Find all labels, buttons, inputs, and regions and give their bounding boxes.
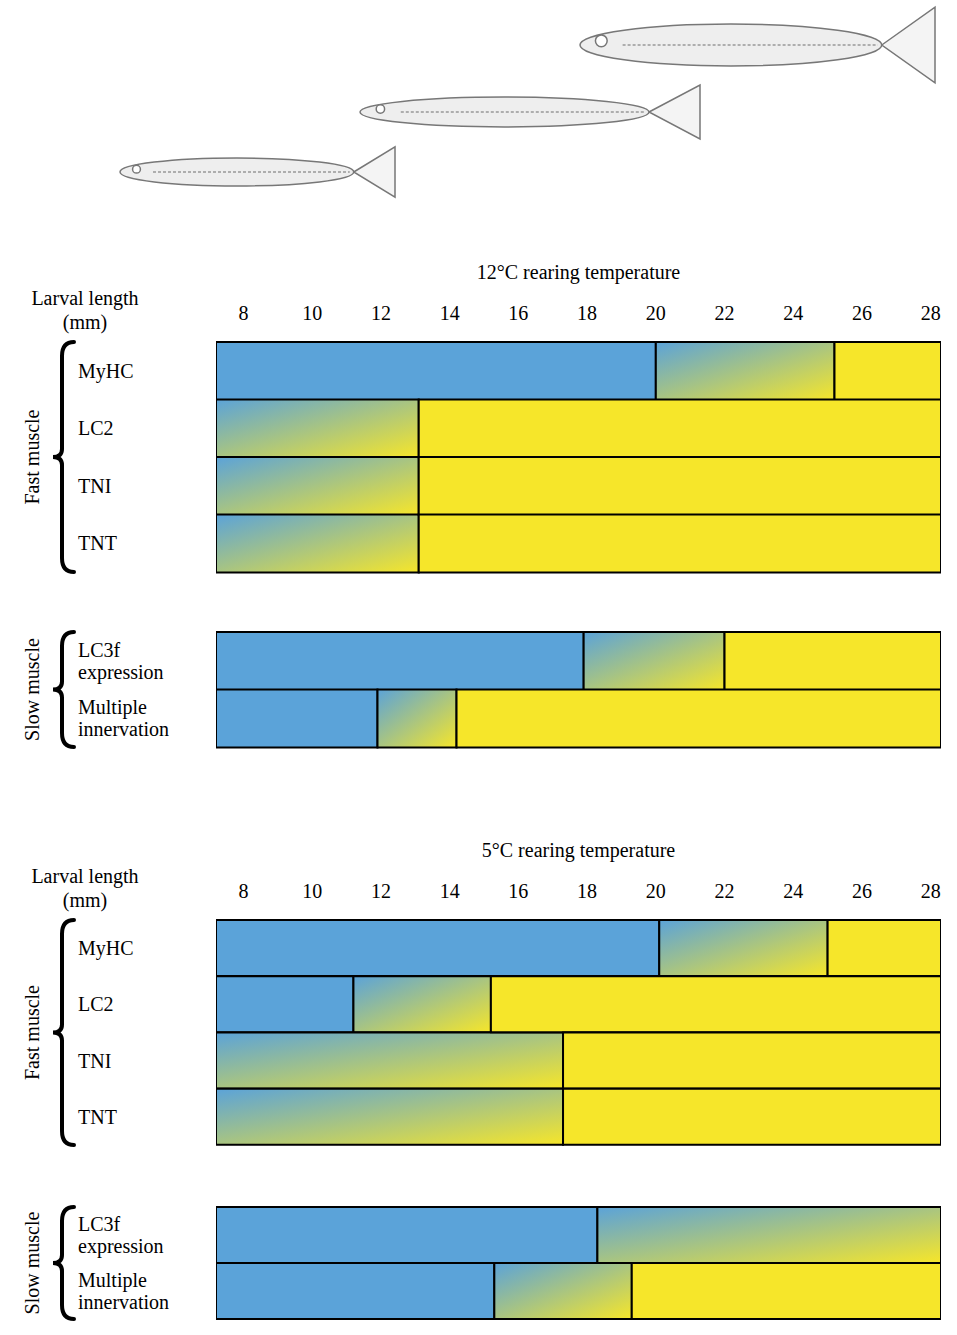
svg-text:12: 12: [371, 302, 391, 324]
svg-text:Fast muscle: Fast muscle: [21, 985, 43, 1080]
svg-text:Multipleinnervation: Multipleinnervation: [78, 1269, 169, 1313]
svg-text:22: 22: [715, 302, 735, 324]
svg-text:Multipleinnervation: Multipleinnervation: [78, 696, 169, 740]
svg-text:18: 18: [577, 880, 597, 902]
svg-text:LC2: LC2: [78, 993, 114, 1015]
svg-text:Slow muscle: Slow muscle: [21, 638, 43, 741]
html-text:Larval length (mm): Larval length (mm): [31, 287, 139, 333]
svg-text:20: 20: [646, 880, 666, 902]
svg-text:28: 28: [921, 302, 941, 324]
svg-text:10: 10: [302, 880, 322, 902]
svg-text:16: 16: [508, 880, 528, 902]
html-text:5°C rearing temperature: 5°C rearing temperature: [481, 839, 676, 861]
svg-text:LC3fexpression: LC3fexpression: [78, 1213, 164, 1258]
svg-text:Fast muscle: Fast muscle: [21, 409, 43, 504]
svg-text:26: 26: [852, 880, 872, 902]
svg-text:TNT: TNT: [78, 1106, 117, 1128]
svg-text:8: 8: [238, 880, 248, 902]
svg-text:18: 18: [577, 302, 597, 324]
svg-text:28: 28: [921, 880, 941, 902]
svg-text:14: 14: [440, 880, 460, 902]
svg-text:22: 22: [715, 880, 735, 902]
svg-text:LC3fexpression: LC3fexpression: [78, 639, 164, 684]
svg-text:10: 10: [302, 302, 322, 324]
html-text:12°C rearing temperature: 12°C rearing temperature: [476, 261, 681, 283]
svg-text:20: 20: [646, 302, 666, 324]
svg-text:24: 24: [783, 302, 803, 324]
svg-text:LC2: LC2: [78, 417, 114, 439]
svg-text:26: 26: [852, 302, 872, 324]
svg-text:Slow muscle: Slow muscle: [21, 1211, 43, 1314]
html-text:Larval length (mm): Larval length (mm): [31, 865, 139, 911]
svg-text:MyHC: MyHC: [78, 360, 134, 383]
svg-text:24: 24: [783, 880, 803, 902]
svg-text:12: 12: [371, 880, 391, 902]
svg-text:16: 16: [508, 302, 528, 324]
svg-text:MyHC: MyHC: [78, 937, 134, 960]
svg-text:TNI: TNI: [78, 475, 111, 497]
svg-text:14: 14: [440, 302, 460, 324]
svg-text:TNI: TNI: [78, 1050, 111, 1072]
svg-text:TNT: TNT: [78, 532, 117, 554]
svg-text:8: 8: [238, 302, 248, 324]
